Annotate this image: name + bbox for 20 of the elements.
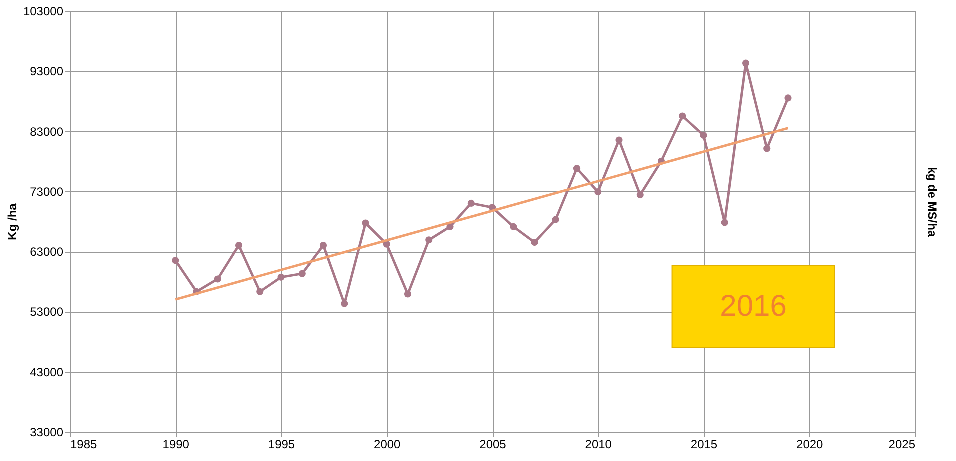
y-tick-label: 73000 xyxy=(30,184,64,199)
x-tick-label: 2005 xyxy=(480,438,507,452)
y-tick-label: 63000 xyxy=(30,245,64,260)
x-tick-label: 2025 xyxy=(888,438,916,452)
y-tick-label: 93000 xyxy=(30,64,64,79)
x-tick-label: 2015 xyxy=(690,438,718,452)
y-tick-label: 53000 xyxy=(30,305,64,320)
x-tick-label: 1990 xyxy=(162,438,190,452)
y-tick-label: 43000 xyxy=(30,365,64,380)
y-axis-title: Kg /ha xyxy=(5,203,20,240)
y-tick-label: 103000 xyxy=(23,4,64,18)
y-tick-label: 33000 xyxy=(30,426,64,440)
x-tick-label: 2020 xyxy=(796,438,824,452)
annotation: 2016 xyxy=(720,290,787,323)
y-tick-label: 83000 xyxy=(30,124,64,139)
x-tick-label: 2010 xyxy=(585,438,612,452)
x-tick-label: 1985 xyxy=(70,438,98,452)
x-tick-label: 1995 xyxy=(268,438,296,452)
y2-axis-title: kg de MS/ha xyxy=(925,167,940,238)
x-tick-label: 2000 xyxy=(374,438,402,452)
